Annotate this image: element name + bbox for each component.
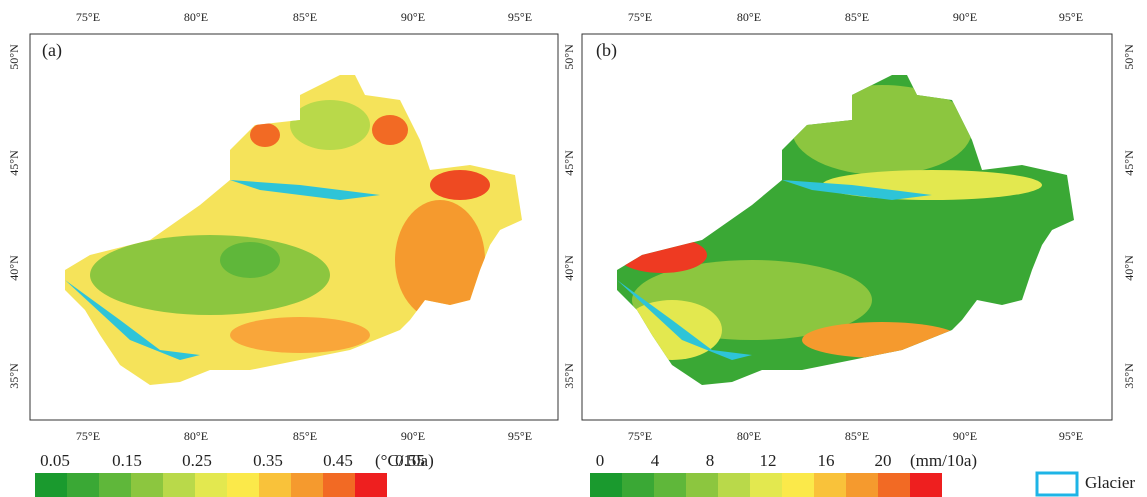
- x-tick-label: 85°E: [293, 10, 317, 24]
- y-tick-label: 45°N: [562, 150, 576, 176]
- y-tick-label: 50°N: [7, 44, 21, 70]
- x-tick-label: 95°E: [1059, 10, 1083, 24]
- x-tick-label: 90°E: [953, 429, 977, 443]
- map-a: [29, 33, 559, 421]
- x-tick-label: 75°E: [76, 10, 100, 24]
- colorbar-label: 0.25: [182, 451, 212, 470]
- colorbar-swatch: [323, 473, 355, 497]
- y-tick-label: 45°N: [1122, 150, 1136, 176]
- x-tick-label: 80°E: [184, 429, 208, 443]
- x-tick-label: 80°E: [737, 429, 761, 443]
- colorbar-swatch: [131, 473, 163, 497]
- glacier-legend-label: Glacier: [1085, 473, 1135, 492]
- colorbar-swatch: [846, 473, 878, 497]
- colorbar-swatch: [259, 473, 291, 497]
- colorbar-label: 0.45: [323, 451, 353, 470]
- glacier: [782, 180, 932, 200]
- panel-label: (a): [42, 40, 62, 61]
- y-tick-label: 40°N: [562, 255, 576, 281]
- x-tick-label: 90°E: [953, 10, 977, 24]
- colorbar-label: 8: [706, 451, 715, 470]
- colorbar-unit: (mm/10a): [910, 451, 977, 470]
- map-b: [581, 33, 1113, 421]
- colorbar-swatch: [195, 473, 227, 497]
- x-tick-label: 85°E: [845, 429, 869, 443]
- x-tick-label: 75°E: [628, 10, 652, 24]
- colorbar-label: 4: [651, 451, 660, 470]
- colorbar-swatch: [67, 473, 99, 497]
- colorbar-swatch: [782, 473, 814, 497]
- colorbar-swatch: [590, 473, 622, 497]
- map-zone: [90, 235, 330, 315]
- colorbar-swatch: [878, 473, 910, 497]
- map-zone: [822, 170, 1042, 200]
- x-tick-label: 80°E: [184, 10, 208, 24]
- colorbar-swatch: [718, 473, 750, 497]
- colorbar-label: 0.55: [395, 451, 425, 470]
- colorbar-swatch: [291, 473, 323, 497]
- y-tick-label: 45°N: [7, 150, 21, 176]
- colorbar-swatch: [750, 473, 782, 497]
- colorbar-label: 0.15: [112, 451, 142, 470]
- colorbar-label: 12: [760, 451, 777, 470]
- panel-label: (b): [596, 40, 617, 61]
- colorbar-label: 0.35: [253, 451, 283, 470]
- y-tick-label: 35°N: [562, 363, 576, 389]
- x-tick-label: 95°E: [1059, 429, 1083, 443]
- x-tick-label: 85°E: [293, 429, 317, 443]
- colorbar-swatch: [622, 473, 654, 497]
- y-tick-label: 35°N: [1122, 363, 1136, 389]
- x-tick-label: 90°E: [401, 429, 425, 443]
- x-tick-label: 90°E: [401, 10, 425, 24]
- map-zone: [372, 115, 408, 145]
- x-tick-label: 75°E: [628, 429, 652, 443]
- colorbar-label: 16: [818, 451, 835, 470]
- x-tick-label: 95°E: [508, 429, 532, 443]
- map-zone: [395, 200, 485, 320]
- map-zone: [230, 317, 370, 353]
- y-tick-label: 40°N: [7, 255, 21, 281]
- map-zone: [250, 123, 280, 147]
- colorbar-swatch: [814, 473, 846, 497]
- x-tick-label: 95°E: [508, 10, 532, 24]
- colorbar-swatch: [910, 473, 942, 497]
- colorbar-swatch: [35, 473, 67, 497]
- map-zone: [290, 100, 370, 150]
- y-tick-label: 35°N: [7, 363, 21, 389]
- glacier: [230, 180, 380, 200]
- colorbar-swatch: [99, 473, 131, 497]
- colorbar-swatch: [355, 473, 387, 497]
- map-zone: [220, 242, 280, 278]
- x-tick-label: 85°E: [845, 10, 869, 24]
- y-tick-label: 50°N: [562, 44, 576, 70]
- x-tick-label: 80°E: [737, 10, 761, 24]
- colorbar-label: 0: [596, 451, 605, 470]
- map-zone: [430, 170, 490, 200]
- colorbar-swatch: [227, 473, 259, 497]
- colorbar-swatch: [686, 473, 718, 497]
- y-tick-label: 40°N: [1122, 255, 1136, 281]
- x-tick-label: 75°E: [76, 429, 100, 443]
- colorbar-unit: (°C/10a): [375, 451, 434, 470]
- colorbar-swatch: [654, 473, 686, 497]
- glacier-legend-swatch: [1035, 471, 1079, 497]
- y-tick-label: 50°N: [1122, 44, 1136, 70]
- colorbar-label: 20: [875, 451, 892, 470]
- colorbar-swatch: [163, 473, 195, 497]
- colorbar-label: 0.05: [40, 451, 70, 470]
